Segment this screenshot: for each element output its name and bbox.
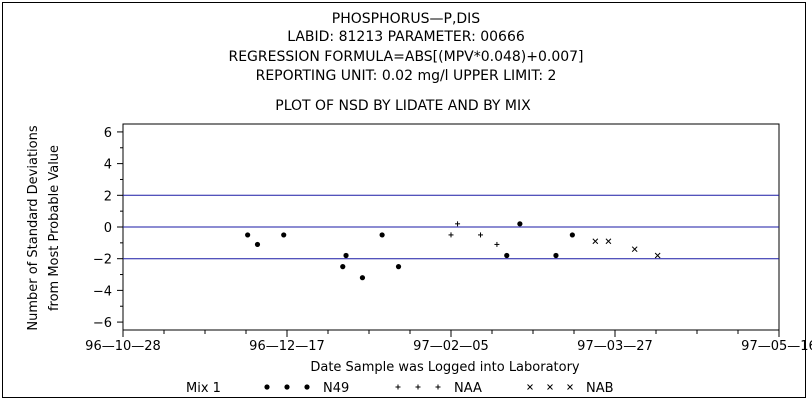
data-point-n49 — [254, 241, 261, 248]
chart-subtitle: PLOT OF NSD BY LIDATE AND BY MIX — [275, 98, 531, 114]
data-point-nab — [605, 238, 612, 245]
header-line-3: REGRESSION FORMULA=ABS[(MPV*0.048)+0.007… — [228, 49, 583, 65]
y-tick-label: 2 — [104, 189, 112, 204]
x-tick-label: 97—02—05 — [413, 339, 489, 354]
x-tick-label: 96—10—28 — [85, 339, 161, 354]
data-point-naa — [478, 232, 484, 238]
legend-marker-naa — [395, 384, 401, 390]
chart-frame — [2, 2, 806, 398]
legend-label-nab: NAB — [586, 381, 614, 396]
y-axis-label-line-2: from Most Probable Value — [47, 145, 62, 311]
data-point-nab — [631, 246, 638, 253]
legend-label-n49: N49 — [323, 381, 349, 396]
data-point-naa — [448, 232, 454, 238]
y-tick-label: 4 — [104, 158, 112, 173]
legend: Mix 1 N49 NAA NAB — [186, 381, 614, 396]
y-tick-label: −6 — [93, 316, 112, 331]
data-point-nab — [592, 238, 599, 245]
y-tick-label: −4 — [93, 284, 112, 299]
data-point-n49 — [504, 252, 510, 259]
data-point-n49 — [569, 232, 575, 238]
x-tick-label: 97—05—16 — [741, 339, 812, 354]
header-line-2: LABID: 81213 PARAMETER: 00666 — [287, 29, 525, 45]
legend-marker-nab — [547, 384, 553, 390]
legend-label-naa: NAA — [454, 381, 482, 396]
data-point-n49 — [281, 232, 287, 238]
legend-marker-n49 — [264, 384, 270, 390]
data-point-n49 — [379, 232, 385, 238]
legend-marker-n49 — [284, 384, 290, 390]
data-points — [245, 221, 661, 281]
legend-marker-naa — [435, 384, 441, 390]
legend-title: Mix 1 — [186, 381, 221, 396]
legend-marker-naa — [415, 384, 421, 390]
data-point-n49 — [553, 252, 559, 259]
data-point-n49 — [395, 264, 402, 270]
data-point-n49 — [245, 232, 251, 238]
x-axis-label: Date Sample was Logged into Laboratory — [310, 360, 580, 375]
chart-header: PHOSPHORUS—P,DIS LABID: 81213 PARAMETER:… — [228, 11, 583, 114]
data-point-nab — [654, 252, 661, 259]
data-point-naa — [455, 221, 461, 227]
data-point-n49 — [340, 264, 346, 270]
legend-marker-nab — [567, 384, 573, 390]
y-tick-label: 0 — [104, 221, 112, 236]
x-axis: 96—10—28 96—12—17 97—02—05 97—03—27 97—05—16 — [85, 330, 812, 354]
header-line-1: PHOSPHORUS—P,DIS — [332, 11, 481, 27]
x-tick-label: 96—12—17 — [249, 339, 325, 354]
x-tick-label: 97—03—27 — [577, 339, 653, 354]
header-line-4: REPORTING UNIT: 0.02 mg/l UPPER LIMIT: 2 — [256, 68, 557, 84]
data-point-n49 — [517, 221, 523, 227]
data-point-n49 — [359, 275, 366, 281]
y-axis-label-line-1: Number of Standard Deviations — [26, 125, 41, 330]
legend-marker-nab — [527, 384, 533, 390]
legend-marker-n49 — [304, 384, 310, 390]
y-tick-label: −2 — [93, 253, 112, 268]
data-point-naa — [494, 241, 500, 247]
y-axis-label: Number of Standard Deviations from Most … — [26, 125, 62, 330]
y-tick-label: 6 — [104, 126, 112, 141]
data-point-n49 — [343, 252, 349, 259]
reference-lines — [123, 194, 779, 260]
y-axis: 6 4 2 0 −2 −4 −6 — [93, 126, 123, 331]
